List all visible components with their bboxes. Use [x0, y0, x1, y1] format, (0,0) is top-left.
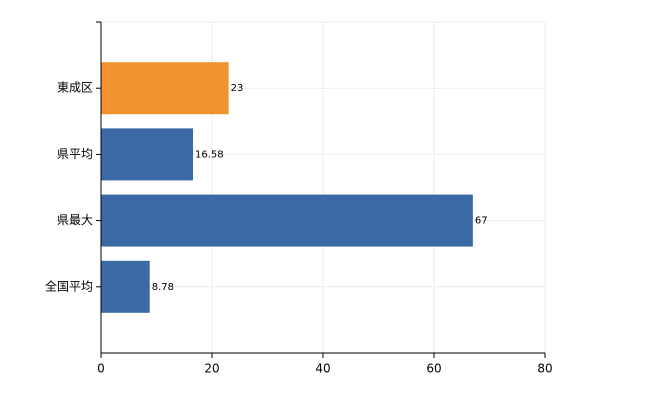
y-tick-label: 全国平均 [45, 278, 93, 293]
x-tick-label: 80 [537, 362, 552, 376]
bar [101, 194, 473, 247]
x-tick-label: 40 [315, 362, 330, 376]
x-tick-label: 60 [426, 362, 441, 376]
x-tick-label: 0 [97, 362, 105, 376]
value-label: 67 [475, 216, 488, 227]
y-tick-label: 県最大 [57, 213, 93, 227]
value-label: 16.58 [195, 149, 224, 160]
y-tick-label: 県平均 [57, 147, 93, 161]
value-label: 8.78 [152, 282, 174, 293]
bar [101, 62, 229, 115]
bar [101, 128, 194, 181]
bar [101, 260, 150, 313]
value-label: 23 [231, 83, 244, 94]
y-tick-label: 東成区 [57, 81, 93, 95]
x-tick-label: 20 [204, 362, 219, 376]
